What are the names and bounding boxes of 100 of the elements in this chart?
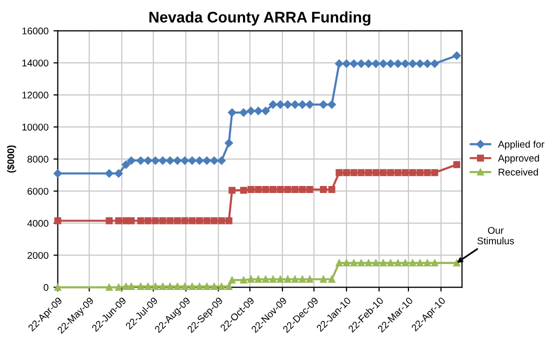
point (159, 283, 166, 290)
point (328, 100, 336, 109)
point (270, 186, 276, 193)
point (158, 156, 167, 165)
point (365, 169, 372, 176)
point (336, 169, 343, 176)
point (416, 259, 424, 266)
point (386, 60, 395, 68)
point (106, 284, 113, 291)
point (452, 51, 461, 60)
point (416, 169, 424, 176)
point (128, 217, 135, 224)
point (166, 217, 174, 224)
point (188, 217, 196, 224)
point (159, 217, 166, 224)
point (217, 156, 226, 165)
point (203, 283, 210, 290)
point (151, 156, 160, 165)
point (136, 156, 145, 165)
point (174, 283, 181, 290)
point (173, 156, 182, 165)
point (122, 160, 130, 169)
point (380, 169, 387, 176)
point (284, 100, 292, 109)
point (115, 284, 122, 291)
point (387, 259, 394, 266)
point (210, 156, 218, 165)
point (431, 259, 438, 266)
point (350, 169, 358, 176)
point (188, 283, 196, 290)
point (196, 283, 203, 290)
point (210, 283, 218, 290)
point (320, 186, 327, 193)
point (416, 60, 424, 68)
chart-title: Nevada County ARRA Funding (149, 11, 370, 26)
point (174, 217, 181, 224)
point (292, 186, 299, 193)
point (224, 138, 234, 148)
point (290, 100, 300, 109)
y-axis-title: ($000) (6, 145, 16, 173)
point (181, 217, 188, 224)
point (284, 276, 292, 283)
legend-label: Applied for (498, 140, 544, 150)
point (276, 100, 284, 109)
point (402, 169, 409, 176)
point (228, 276, 236, 284)
point (166, 156, 174, 165)
point (380, 259, 387, 266)
y-tick-label: 4000 (27, 220, 48, 227)
point (319, 100, 328, 109)
point (247, 276, 254, 283)
point (188, 156, 196, 165)
point (284, 186, 292, 193)
point (228, 186, 236, 194)
point (453, 161, 460, 168)
point (358, 169, 365, 176)
point (152, 283, 159, 290)
point (247, 186, 254, 193)
point (343, 259, 350, 266)
point (408, 60, 417, 68)
point (202, 156, 211, 165)
point (144, 283, 152, 290)
point (320, 276, 327, 283)
point (276, 276, 284, 283)
point (342, 60, 351, 68)
point (240, 186, 248, 194)
y-tick-label: 8000 (28, 156, 48, 163)
point (128, 283, 135, 290)
point (328, 186, 336, 193)
annotation: Our Stimulus (477, 226, 514, 244)
point (122, 283, 130, 290)
point (106, 217, 113, 224)
point (358, 259, 365, 266)
point (225, 217, 232, 224)
y-tick-label: 6000 (28, 188, 48, 195)
point (262, 106, 270, 116)
point (387, 169, 394, 176)
legend-label: Received (498, 168, 538, 176)
point (453, 259, 460, 266)
legend-label: Approved (498, 154, 539, 164)
point (350, 60, 358, 68)
point (144, 217, 152, 224)
point (365, 259, 372, 266)
point (372, 60, 380, 68)
point (401, 60, 410, 68)
point (196, 217, 203, 224)
point (350, 259, 358, 266)
point (210, 217, 218, 224)
y-tick-label: 10000 (22, 124, 48, 131)
point (218, 283, 226, 290)
point (114, 169, 123, 178)
point (105, 169, 114, 178)
point (203, 217, 210, 224)
point (225, 283, 232, 290)
point (394, 169, 402, 176)
point (254, 106, 262, 116)
point (306, 100, 314, 109)
point (298, 186, 306, 193)
point (335, 60, 344, 68)
point (343, 169, 350, 176)
